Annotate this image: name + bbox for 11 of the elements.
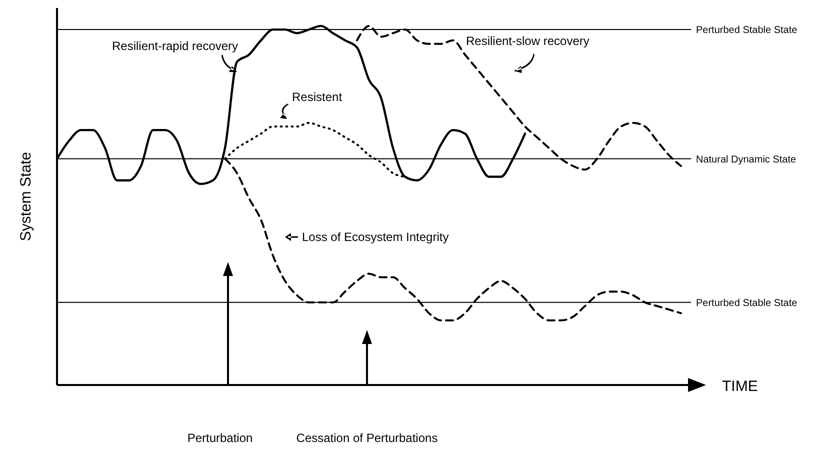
x-axis-title: TIME (722, 378, 758, 395)
ref-line-label: Natural Dynamic State (696, 154, 796, 166)
legend-label: Loss of Ecosystem Integrity (302, 230, 449, 244)
series-label: Resilient-slow recovery (466, 34, 590, 48)
ref-line-label: Perturbed Stable State (696, 298, 798, 309)
text: Perturbation (187, 431, 253, 445)
text: Cessation of Perturbations (296, 431, 438, 445)
y-axis-title: System State (17, 152, 34, 242)
ref-line-label: Perturbed Stable State (696, 25, 798, 36)
series-label: Resilient-rapid recovery (112, 39, 238, 53)
series-label: Resistent (292, 90, 343, 104)
